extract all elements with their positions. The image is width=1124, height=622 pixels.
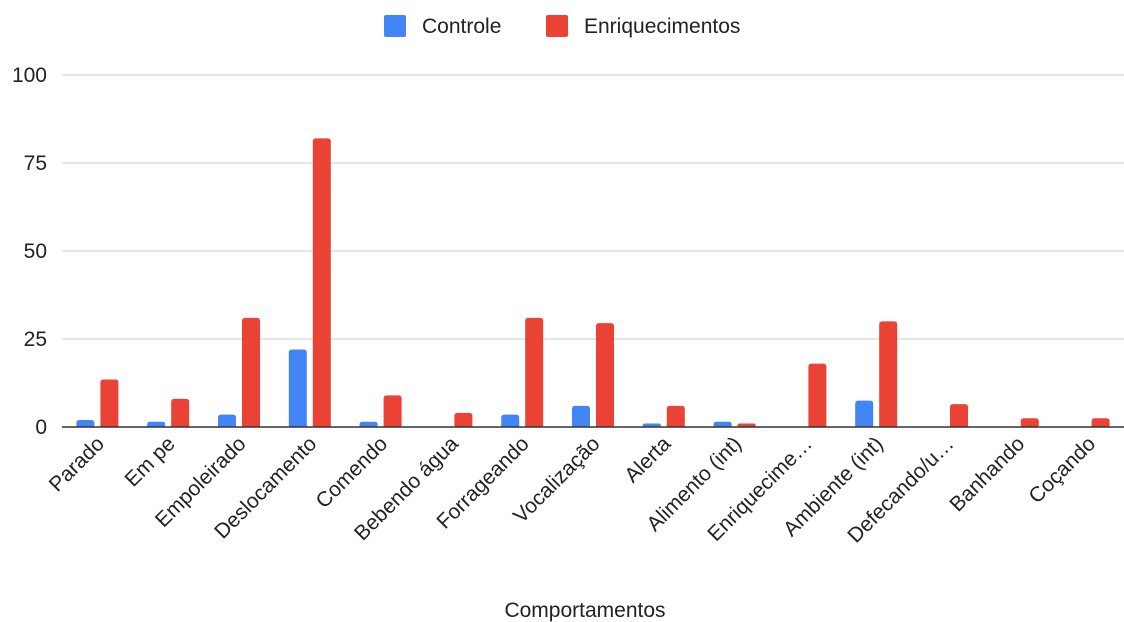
x-category-label: Banhando <box>945 432 1029 516</box>
bars <box>76 138 1110 428</box>
bar-enriquecimentos-10 <box>808 363 827 427</box>
bar-controle-0 <box>76 419 95 427</box>
bar-enriquecimentos-3 <box>312 138 331 428</box>
gridlines <box>62 74 1124 340</box>
y-tick-label: 0 <box>35 416 47 439</box>
bar-enriquecimentos-12 <box>950 404 968 427</box>
bar-controle-9 <box>713 421 732 427</box>
bar-enriquecimentos-7 <box>596 323 614 427</box>
legend-swatch-controle <box>384 15 406 37</box>
bar-enriquecimentos-13 <box>1020 418 1039 427</box>
bar-enriquecimentos-4 <box>383 395 402 427</box>
legend: Controle Enriquecimentos <box>384 15 740 38</box>
x-axis-title: Comportamentos <box>504 599 665 622</box>
bar-controle-1 <box>147 421 166 427</box>
legend-label-enriquecimentos: Enriquecimentos <box>584 15 740 38</box>
x-category-label: Parado <box>45 432 109 496</box>
y-axis-ticks: 0 25 50 75 100 <box>12 64 47 439</box>
bar-controle-4 <box>359 421 378 427</box>
bar-controle-2 <box>218 414 236 427</box>
x-category-label: Em pe <box>121 432 180 491</box>
y-tick-label: 75 <box>24 152 47 175</box>
bar-controle-6 <box>501 414 520 427</box>
legend-label-controle: Controle <box>422 15 501 38</box>
bar-enriquecimentos-1 <box>171 398 190 427</box>
bar-enriquecimentos-0 <box>100 379 119 427</box>
bar-controle-11 <box>855 400 874 427</box>
y-tick-label: 25 <box>24 328 47 351</box>
bar-controle-7 <box>572 405 590 427</box>
y-tick-label: 100 <box>12 64 47 87</box>
bar-enriquecimentos-14 <box>1091 418 1110 427</box>
x-category-label: Alerta <box>620 432 675 487</box>
bar-enriquecimentos-5 <box>454 412 473 427</box>
bar-enriquecimentos-6 <box>525 317 544 427</box>
legend-swatch-enriquecimentos <box>546 15 568 37</box>
x-axis-categories: Parado Em peEmpoleiradoDeslocamentoComend… <box>45 432 1100 548</box>
bar-enriquecimentos-8 <box>666 405 685 427</box>
x-category-label: Coçando <box>1024 432 1100 508</box>
bar-enriquecimentos-2 <box>242 317 260 427</box>
bar-enriquecimentos-11 <box>879 321 898 427</box>
bar-controle-3 <box>288 349 307 427</box>
bar-enriquecimentos-9 <box>737 423 756 427</box>
bar-controle-8 <box>642 423 661 427</box>
y-tick-label: 50 <box>24 240 47 263</box>
